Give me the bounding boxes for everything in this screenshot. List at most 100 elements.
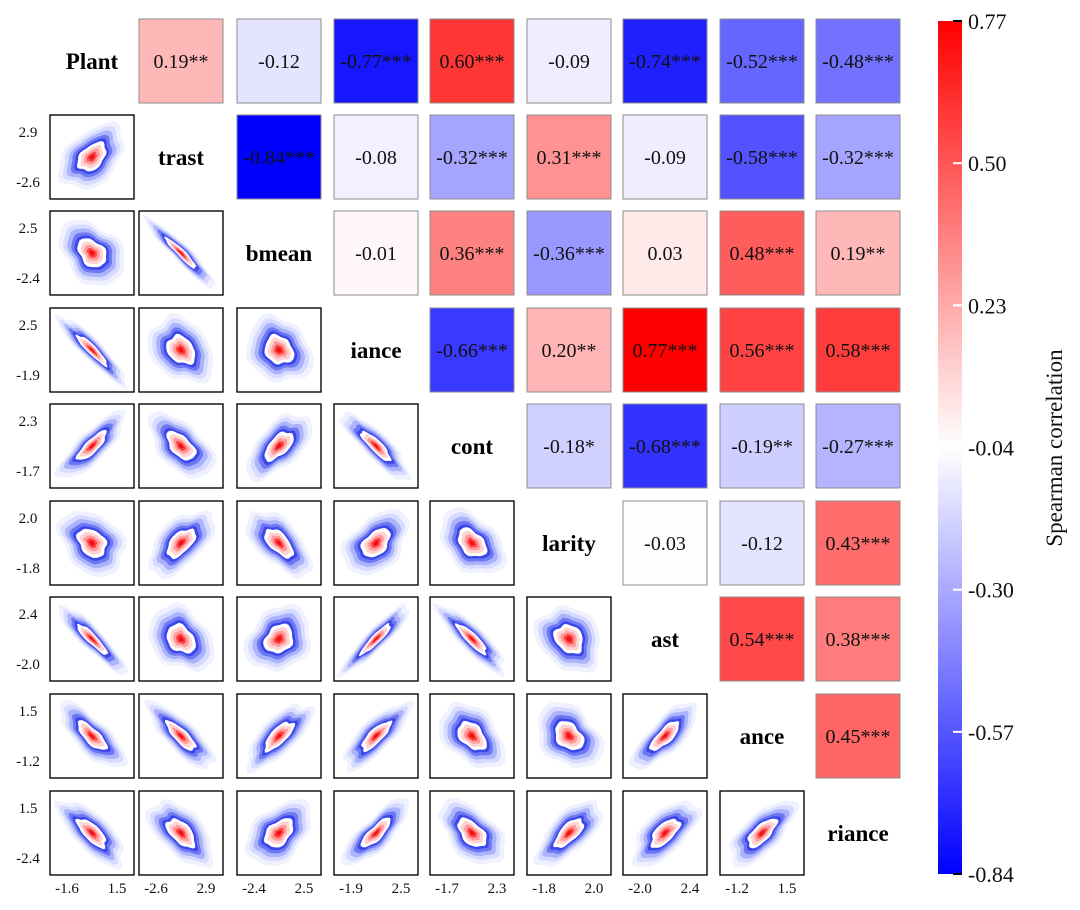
density-contour — [372, 636, 379, 643]
matrix-cells: Plant trast bmean iance cont larity ast ance ria… — [16, 18, 901, 897]
density-contour — [276, 733, 282, 739]
y-tick-label: -1.7 — [16, 464, 40, 480]
density-contour — [276, 443, 282, 449]
density-panel-border — [49, 403, 135, 489]
correlation-cell — [333, 18, 419, 104]
correlation-value-label: -0.84*** — [243, 147, 315, 169]
correlation-cell — [622, 307, 708, 393]
correlation-value-label: 0.31*** — [537, 147, 602, 169]
density-panel-border — [138, 210, 224, 296]
x-tick-label: -1.9 — [339, 881, 363, 897]
correlation-cell — [138, 18, 224, 104]
density-contour — [178, 830, 184, 836]
density-panel-border — [236, 790, 322, 876]
variable-label: ast — [651, 627, 679, 652]
x-tick-label: -1.6 — [55, 881, 79, 897]
colorbar-tick-label: -0.84 — [968, 862, 1014, 887]
correlation-cell — [719, 210, 805, 296]
density-panel-border — [526, 693, 612, 779]
density-panel-border — [236, 596, 322, 682]
density-panel-border — [138, 693, 224, 779]
y-tick-label: -2.6 — [16, 175, 40, 191]
colorbar-tick-label: 0.23 — [968, 293, 1007, 318]
correlation-value-label: -0.74*** — [629, 51, 701, 73]
correlation-value-label: -0.52*** — [726, 51, 798, 73]
density-contour — [177, 249, 184, 256]
density-panel-border — [236, 500, 322, 586]
correlation-cell — [526, 18, 612, 104]
correlation-cell — [719, 114, 805, 200]
density-panel-border — [138, 596, 224, 682]
correlation-value-label: -0.12 — [741, 533, 783, 555]
x-tick-label: 1.5 — [108, 881, 127, 897]
density-panel-border — [138, 790, 224, 876]
y-tick-label: -1.2 — [16, 754, 40, 770]
density-contour — [178, 540, 184, 546]
correlation-cell — [526, 114, 612, 200]
x-tick-label: -1.8 — [532, 881, 556, 897]
density-panel-border — [333, 403, 419, 489]
density-contour — [89, 250, 95, 256]
correlation-value-label: -0.32*** — [436, 147, 508, 169]
variable-label: cont — [451, 434, 494, 459]
correlation-cell — [719, 307, 805, 393]
y-tick-label: 2.0 — [19, 511, 38, 527]
density-panel-border — [622, 693, 708, 779]
y-tick-label: 2.5 — [19, 318, 38, 334]
colorbar-tick-label: 0.77 — [968, 9, 1007, 34]
density-panel-border — [49, 307, 135, 393]
density-contour — [178, 347, 184, 353]
density-contour — [89, 347, 95, 354]
correlation-value-label: 0.77*** — [633, 340, 698, 362]
density-panel-border — [236, 693, 322, 779]
density-panel-border — [526, 790, 612, 876]
correlation-value-label: 0.36*** — [440, 243, 505, 265]
correlation-value-label: 0.58*** — [826, 340, 891, 362]
correlation-cell — [815, 596, 901, 682]
y-tick-label: 1.5 — [19, 801, 38, 817]
correlation-cell — [815, 114, 901, 200]
correlation-value-label: 0.56*** — [730, 340, 795, 362]
variable-label: ance — [740, 724, 785, 749]
density-panel-border — [429, 693, 515, 779]
correlation-value-label: -0.01 — [355, 243, 397, 265]
density-panel-border — [333, 500, 419, 586]
correlation-cell — [815, 500, 901, 586]
correlation-cell — [526, 403, 612, 489]
variable-label: trast — [158, 145, 204, 170]
correlation-value-label: -0.32*** — [822, 147, 894, 169]
correlation-value-label: 0.43*** — [826, 533, 891, 555]
x-tick-label: -2.6 — [144, 881, 168, 897]
variable-label: riance — [827, 821, 888, 846]
correlation-value-label: 0.54*** — [730, 629, 795, 651]
correlation-value-label: 0.48*** — [730, 243, 795, 265]
density-contour — [468, 636, 475, 642]
density-panel-border — [49, 596, 135, 682]
correlation-cell — [622, 18, 708, 104]
density-contour — [373, 540, 379, 546]
correlation-value-label: 0.20** — [542, 340, 597, 362]
correlation-cell — [815, 210, 901, 296]
density-panel-border — [622, 790, 708, 876]
correlation-cell — [236, 18, 322, 104]
correlation-value-label: -0.68*** — [629, 436, 701, 458]
correlation-value-label: 0.03 — [648, 243, 683, 265]
y-tick-label: 1.5 — [19, 704, 38, 720]
correlation-cell — [719, 596, 805, 682]
correlation-cell — [526, 307, 612, 393]
y-tick-label: 2.4 — [19, 607, 38, 623]
density-panel-border — [429, 500, 515, 586]
correlation-cell — [333, 210, 419, 296]
density-contour — [469, 733, 475, 739]
density-panel-border — [49, 693, 135, 779]
correlation-cell — [622, 500, 708, 586]
x-tick-label: -1.7 — [435, 881, 459, 897]
x-tick-label: -2.4 — [242, 881, 266, 897]
y-tick-label: 2.5 — [19, 221, 38, 237]
correlation-value-label: 0.38*** — [826, 629, 891, 651]
correlation-cell — [429, 114, 515, 200]
density-contour — [89, 443, 95, 449]
x-tick-label: 2.9 — [197, 881, 216, 897]
density-panel-border — [49, 790, 135, 876]
density-panel-border — [138, 403, 224, 489]
